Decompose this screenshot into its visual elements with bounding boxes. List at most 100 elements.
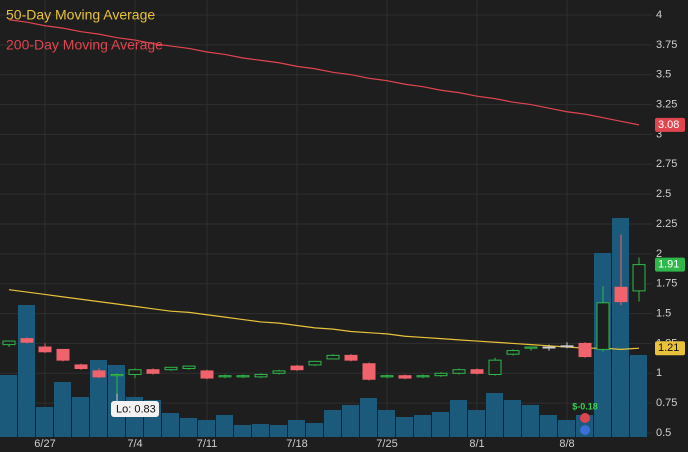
candle-body (74, 364, 88, 370)
candle-body (596, 302, 610, 350)
candle-body (542, 346, 556, 349)
candle-body (290, 365, 304, 371)
y-tick-label: 1.5 (656, 307, 671, 319)
volume-bar (342, 405, 359, 437)
candle-body (56, 348, 70, 361)
x-tick-label: 7/18 (286, 438, 307, 450)
volume-bar (288, 420, 305, 437)
candle-body (578, 342, 592, 358)
candle-body (470, 369, 484, 374)
volume-bar (540, 415, 557, 437)
last-value-label: 3.08 (658, 119, 679, 131)
moving-average-line (8, 289, 640, 351)
last-close-label: 1.91 (658, 259, 679, 271)
y-tick-label: 3 (656, 128, 662, 140)
candle-body (344, 354, 358, 361)
volume-bar (234, 425, 251, 437)
y-tick-label: 1.75 (656, 278, 677, 290)
volume-bar (378, 410, 395, 437)
candle-body (434, 372, 448, 377)
candle-body (218, 375, 232, 378)
x-tick-label: 7/25 (376, 438, 397, 450)
y-tick-label: 0.5 (656, 427, 671, 439)
volume-bar (360, 398, 377, 437)
candle-body (632, 264, 646, 292)
earnings-annotation: $-0.18 (572, 401, 598, 411)
candle-body (110, 373, 124, 377)
volume-bar (180, 418, 197, 437)
candle-body (362, 363, 376, 380)
volume-bar (90, 360, 107, 437)
event-icon (580, 425, 590, 435)
y-tick-label: 2.5 (656, 188, 671, 200)
volume-bar (522, 405, 539, 437)
volume-bar (252, 424, 269, 437)
candle-body (524, 346, 538, 349)
volume-bar (558, 420, 575, 437)
candle-body (308, 360, 322, 366)
x-tick-label: 7/11 (197, 438, 218, 450)
candle-body (452, 369, 466, 374)
x-tick-label: 7/4 (127, 438, 142, 450)
volume-bar (324, 410, 341, 437)
candle-body (506, 350, 520, 355)
y-tick-label: 1 (656, 367, 662, 379)
volume-bar (270, 425, 287, 437)
candle-body (272, 370, 286, 374)
moving-average-line (8, 19, 640, 126)
event-icon (580, 413, 590, 423)
volume-bar (18, 305, 35, 437)
y-tick-label: 3.25 (656, 98, 677, 110)
volume-bar (612, 218, 629, 437)
candle-body (398, 375, 412, 379)
volume-bar (36, 407, 53, 437)
volume-bar (504, 400, 521, 437)
candle-body (416, 375, 430, 378)
legend-entry: 200-Day Moving Average (6, 37, 163, 53)
y-tick-label: 2.25 (656, 218, 677, 230)
candle-body (614, 286, 628, 303)
candle-body (38, 346, 52, 353)
candle-body (2, 340, 16, 346)
candle-body (200, 370, 214, 379)
volume-bar (396, 417, 413, 437)
candle-body (488, 359, 502, 375)
volume-bar (486, 393, 503, 437)
volume-bar (198, 420, 215, 437)
volume-bar (216, 415, 233, 437)
candle-body (380, 375, 394, 378)
candle-body (164, 366, 178, 371)
candle-body (20, 338, 34, 343)
x-tick-label: 8/1 (469, 438, 484, 450)
volume-bar (162, 413, 179, 437)
low-callout: Lo: 0.83 (116, 403, 156, 415)
last-value-label: 1.21 (658, 342, 679, 354)
volume-bar (630, 355, 647, 437)
candle-body (92, 370, 106, 378)
y-tick-label: 2.75 (656, 158, 677, 170)
volume-bar (72, 397, 89, 437)
volume-bar (54, 382, 71, 437)
last-close-box (655, 257, 685, 272)
volume-bar (432, 412, 449, 437)
volume-bar (414, 415, 431, 437)
volume-bar (0, 375, 17, 437)
x-tick-label: 8/8 (559, 438, 574, 450)
x-tick-label: 6/27 (34, 438, 55, 450)
legend-entry: 50-Day Moving Average (6, 7, 155, 23)
y-tick-label: 0.75 (656, 397, 677, 409)
candle-body (236, 375, 250, 378)
candle-body (560, 345, 574, 348)
last-value-box (655, 117, 685, 132)
low-callout-box (111, 401, 159, 417)
candle-body (326, 354, 340, 360)
volume-bar (450, 400, 467, 437)
y-tick-label: 3.75 (656, 39, 677, 51)
candle-body (146, 369, 160, 374)
y-tick-label: 3.5 (656, 69, 671, 81)
last-value-box (655, 341, 685, 356)
candle-body (254, 373, 268, 378)
y-tick-label: 2 (656, 248, 662, 260)
